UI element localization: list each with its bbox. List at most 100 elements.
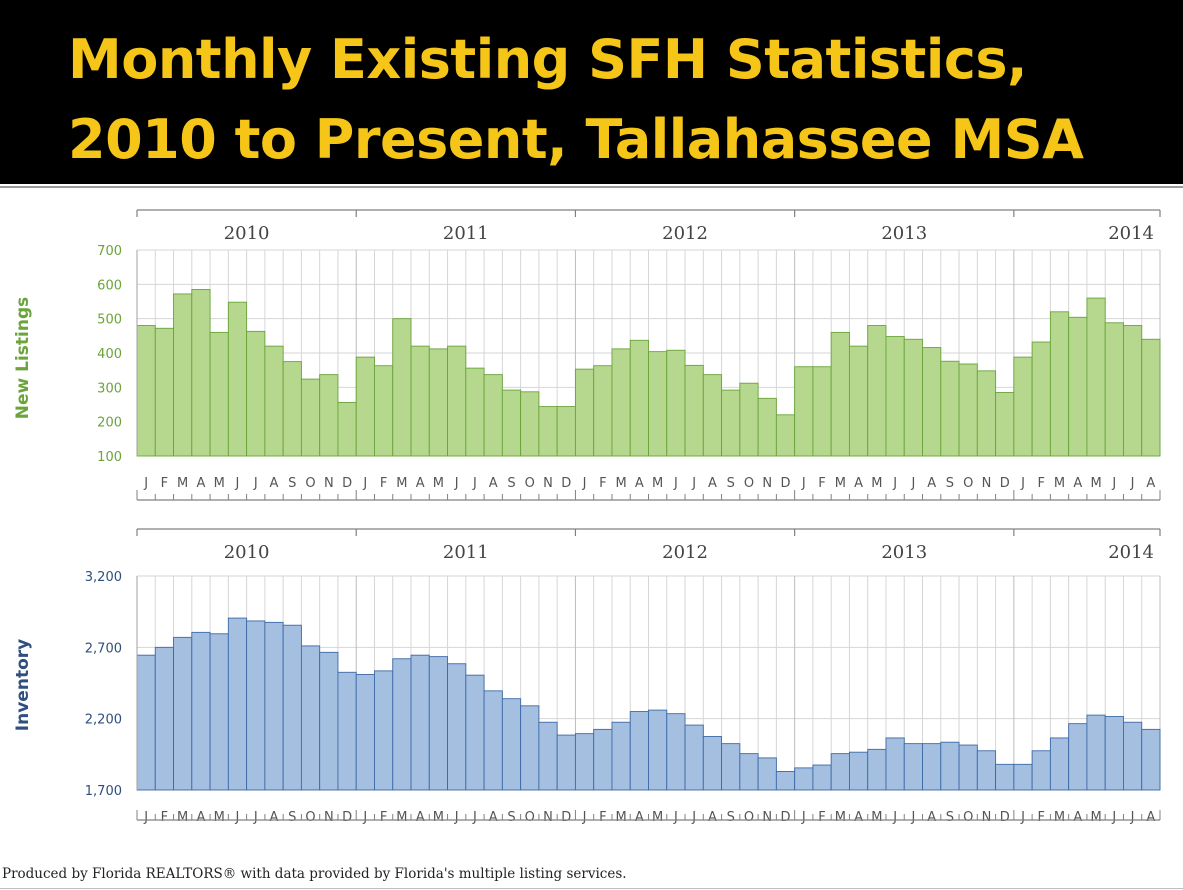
bar	[1141, 338, 1161, 457]
y-tick-label: 2,200	[85, 713, 122, 728]
month-label: O	[525, 810, 535, 825]
bar	[958, 744, 978, 791]
bar	[374, 365, 394, 457]
bar	[428, 348, 449, 457]
month-label: J	[1020, 476, 1025, 491]
footer-divider	[0, 888, 1183, 889]
bar	[684, 724, 704, 791]
month-label: J	[235, 476, 240, 491]
month-label: J	[454, 476, 459, 491]
month-label: J	[892, 810, 897, 825]
month-label: F	[380, 476, 387, 491]
year-label: 2011	[443, 542, 489, 563]
month-label: A	[416, 476, 425, 491]
inventory-axis-label: Inventory	[13, 639, 33, 731]
bar	[666, 713, 686, 791]
month-label: M	[835, 810, 846, 825]
month-label: M	[871, 476, 882, 491]
month-label: N	[543, 476, 553, 491]
month-label: D	[781, 810, 791, 825]
slide-title-line-1: Monthly Existing SFH Statistics,	[68, 28, 1028, 91]
month-label: N	[762, 476, 772, 491]
title-banner: Monthly Existing SFH Statistics, 2010 to…	[0, 0, 1183, 184]
year-label: 2010	[224, 542, 270, 563]
bar	[721, 743, 741, 791]
month-label: J	[910, 810, 915, 825]
bar	[885, 737, 905, 791]
month-label: N	[324, 476, 334, 491]
month-label: J	[801, 476, 806, 491]
month-label: J	[472, 810, 477, 825]
month-label: M	[396, 476, 407, 491]
bar	[483, 374, 503, 457]
month-label: S	[288, 476, 296, 491]
bar	[648, 351, 668, 457]
month-label: A	[196, 476, 205, 491]
month-label: J	[691, 476, 696, 491]
bar	[812, 366, 832, 457]
bar	[1123, 325, 1143, 457]
month-label: J	[801, 810, 806, 825]
month-label: A	[927, 476, 936, 491]
bar	[191, 631, 211, 791]
bar	[227, 617, 248, 791]
bar	[867, 325, 887, 457]
month-label: A	[196, 810, 205, 825]
month-label: D	[1000, 810, 1010, 825]
bar	[922, 347, 942, 457]
bar	[264, 345, 284, 457]
bar	[1013, 356, 1033, 457]
bar	[995, 392, 1015, 457]
year-label: 2012	[662, 223, 708, 244]
month-label: S	[946, 810, 954, 825]
title-divider	[0, 186, 1183, 188]
month-label: J	[582, 476, 587, 491]
bar	[154, 646, 174, 791]
month-label: J	[143, 810, 148, 825]
month-label: A	[1146, 810, 1155, 825]
month-label: O	[305, 476, 315, 491]
bar	[757, 757, 777, 791]
month-label: M	[177, 810, 188, 825]
month-label: A	[489, 810, 498, 825]
month-label: M	[1090, 476, 1101, 491]
month-label: D	[1000, 476, 1010, 491]
month-label: A	[927, 810, 936, 825]
bar	[447, 345, 467, 457]
bar	[520, 705, 540, 791]
bar	[629, 339, 649, 457]
month-label: A	[708, 476, 717, 491]
month-label: M	[871, 810, 882, 825]
bar	[721, 389, 741, 457]
bar	[191, 289, 211, 457]
bar	[739, 382, 759, 457]
month-label: A	[635, 810, 644, 825]
bar	[319, 374, 339, 457]
bar	[593, 728, 613, 791]
bar	[227, 301, 248, 457]
bar	[958, 363, 978, 457]
bar	[629, 711, 649, 791]
bar	[300, 645, 321, 791]
bar	[392, 318, 412, 457]
bar	[246, 330, 266, 457]
bar	[648, 709, 668, 791]
bar	[702, 736, 723, 791]
bar	[794, 767, 814, 791]
month-label: A	[489, 476, 498, 491]
month-label: J	[673, 476, 678, 491]
bar	[428, 656, 449, 791]
bar	[702, 374, 723, 457]
month-label: J	[472, 476, 477, 491]
month-label: J	[235, 810, 240, 825]
bar	[611, 348, 631, 457]
bar	[465, 367, 485, 457]
month-label: F	[599, 476, 606, 491]
month-label: M	[433, 476, 444, 491]
month-label: A	[1073, 810, 1082, 825]
bar	[374, 670, 394, 791]
year-label: 2011	[443, 223, 489, 244]
year-label: 2013	[881, 542, 927, 563]
month-label: A	[270, 810, 279, 825]
inventory-chart: Inventory 2010 2011 2012 2013 2014 1,700 2,200…	[13, 528, 1161, 825]
